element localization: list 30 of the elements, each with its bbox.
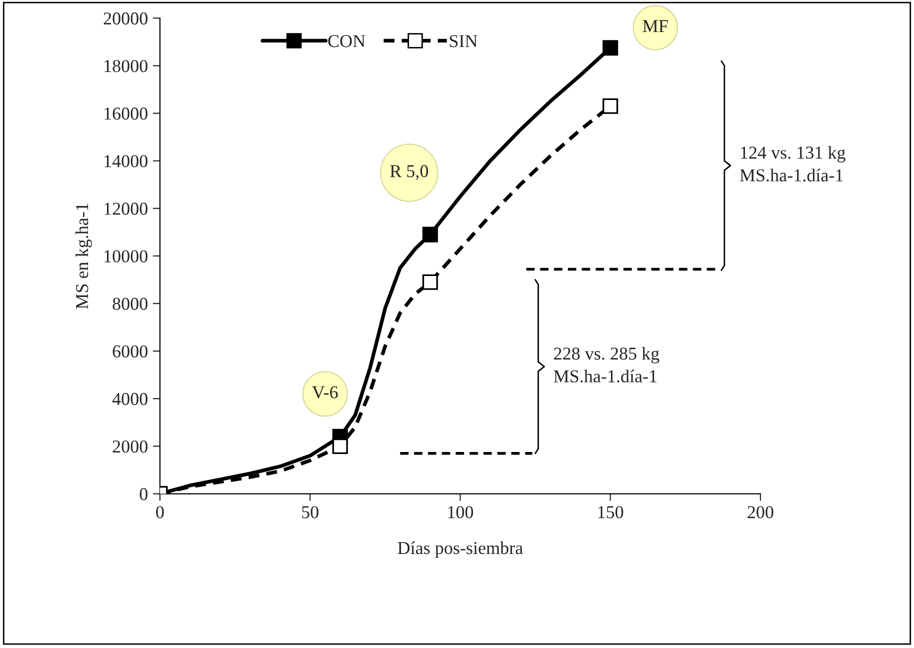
x-tick-label: 100 xyxy=(448,506,474,518)
x-tick-label: 200 xyxy=(748,506,774,518)
legend-label: SIN xyxy=(450,35,478,48)
y-tick-label: 10000 xyxy=(104,250,148,262)
annotation: R 5,0 xyxy=(390,165,428,180)
x-axis-title: Días pos-siembra xyxy=(398,541,523,558)
y-tick-label: 0 xyxy=(140,488,148,500)
annotation: 124 vs. 131 kg MS.ha-1.día-1 xyxy=(740,146,846,182)
annotation: 228 vs. 285 kg MS.ha-1.día-1 xyxy=(554,347,660,382)
annotation: V-6 xyxy=(312,386,338,399)
point xyxy=(422,226,438,242)
point xyxy=(422,274,438,290)
y-tick-label: 6000 xyxy=(112,345,148,358)
x-tick-label: 0 xyxy=(156,506,164,518)
point xyxy=(602,40,618,56)
x-tick-label: 50 xyxy=(302,506,318,518)
y-tick-label: 14000 xyxy=(104,155,148,168)
x-tick-label: 150 xyxy=(598,506,624,518)
y-tick-label: 4000 xyxy=(112,392,148,406)
legend-label: CON xyxy=(328,35,366,48)
y-tick-label: 20000 xyxy=(104,12,148,25)
annotation: MF xyxy=(642,20,668,32)
y-tick-label: 12000 xyxy=(104,202,148,215)
y-tick-label: 18000 xyxy=(104,60,148,72)
y-tick-label: 16000 xyxy=(104,108,148,120)
y-tick-label: 2000 xyxy=(112,440,148,453)
y-axis-title: MS en kg.ha-1 xyxy=(75,204,92,309)
point xyxy=(602,98,618,114)
y-tick-label: 8000 xyxy=(112,298,148,310)
point xyxy=(332,438,348,454)
